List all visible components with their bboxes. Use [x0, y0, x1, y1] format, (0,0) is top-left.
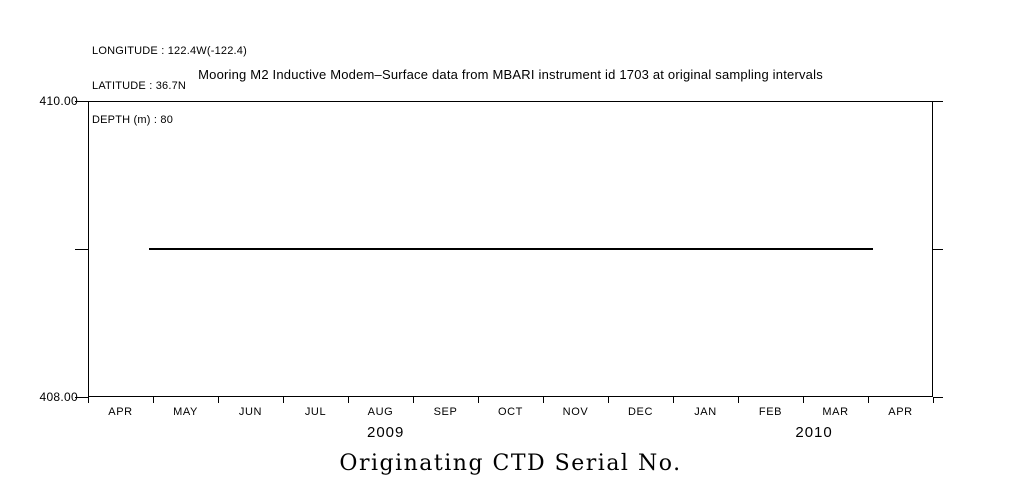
- x-month-label: NOV: [562, 406, 589, 418]
- x-axis-tick: [543, 397, 544, 403]
- x-month-label: SEP: [433, 406, 458, 418]
- latitude-label: LATITUDE : 36.7N: [92, 79, 187, 92]
- x-month-label: AUG: [367, 406, 394, 418]
- x-month-label: JUL: [304, 406, 327, 418]
- x-month-label: MAR: [822, 406, 849, 418]
- x-axis-tick: [413, 397, 414, 403]
- depth-label: DEPTH (m) : 80: [92, 114, 174, 126]
- x-axis-tick: [153, 397, 154, 403]
- x-month-label: JUN: [238, 406, 263, 418]
- x-axis-tick: [673, 397, 674, 403]
- chart-title: Mooring M2 Inductive Modem–Surface data …: [198, 67, 823, 82]
- x-axis-tick: [608, 397, 609, 403]
- y-tick-label: 410.00: [39, 94, 78, 108]
- y-axis-tick-left: [75, 101, 88, 102]
- x-year-label: 2010: [795, 424, 833, 441]
- y-axis-tick-right: [933, 397, 943, 398]
- x-axis-tick: [738, 397, 739, 403]
- y-axis-tick-right: [933, 101, 943, 102]
- x-axis-tick: [803, 397, 804, 403]
- y-tick-label: 408.00: [39, 390, 78, 404]
- x-axis-tick: [348, 397, 349, 403]
- x-month-label: DEC: [627, 406, 654, 418]
- x-month-label: APR: [108, 406, 133, 418]
- x-month-label: FEB: [758, 406, 783, 418]
- data-series-line: [149, 248, 874, 250]
- x-axis-tick: [933, 397, 934, 403]
- y-axis-title: Originating CTD Serial No.: [339, 451, 682, 476]
- x-month-label: JAN: [694, 406, 717, 418]
- x-month-label: OCT: [497, 406, 524, 418]
- x-axis-tick: [283, 397, 284, 403]
- x-year-label: 2009: [367, 424, 405, 441]
- longitude-label: LONGITUDE : 122.4W(-122.4): [92, 45, 247, 57]
- plot-frame: [88, 101, 933, 397]
- x-axis-tick: [218, 397, 219, 403]
- x-month-label: MAY: [173, 406, 198, 418]
- x-axis-tick: [868, 397, 869, 403]
- x-axis-tick: [88, 397, 89, 403]
- x-axis-tick: [478, 397, 479, 403]
- x-month-label: APR: [888, 406, 913, 418]
- station-metadata: LONGITUDE : 122.4W(-122.4) LATITUDE : 36…: [92, 23, 247, 150]
- y-axis-tick-right: [933, 249, 943, 250]
- y-axis-tick-left: [75, 397, 88, 398]
- y-axis-tick-left: [75, 249, 88, 250]
